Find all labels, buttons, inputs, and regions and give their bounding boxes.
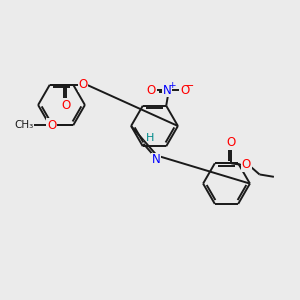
Text: O: O [227, 136, 236, 149]
Text: O: O [62, 99, 71, 112]
Text: H: H [146, 133, 154, 143]
Text: N: N [162, 84, 171, 97]
Text: O: O [242, 158, 251, 171]
Text: CH₃: CH₃ [14, 120, 33, 130]
Text: O: O [78, 78, 87, 91]
Text: +: + [169, 81, 176, 90]
Text: O: O [147, 84, 156, 97]
Text: N: N [152, 153, 161, 166]
Text: −: − [185, 81, 195, 91]
Text: O: O [180, 84, 189, 97]
Text: O: O [47, 119, 56, 132]
